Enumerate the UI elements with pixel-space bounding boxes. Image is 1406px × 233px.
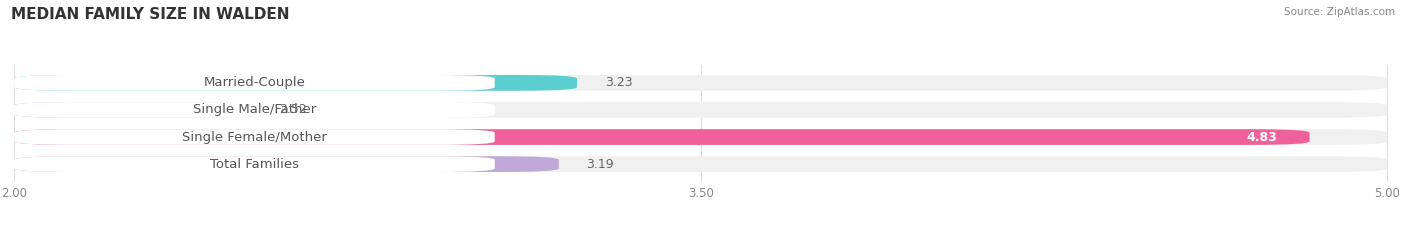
FancyBboxPatch shape	[14, 102, 1388, 118]
FancyBboxPatch shape	[14, 102, 495, 118]
Text: 2.52: 2.52	[280, 103, 308, 116]
FancyBboxPatch shape	[14, 129, 495, 145]
FancyBboxPatch shape	[14, 102, 252, 118]
Text: 3.23: 3.23	[605, 76, 633, 89]
FancyBboxPatch shape	[14, 129, 1388, 145]
FancyBboxPatch shape	[14, 156, 558, 172]
FancyBboxPatch shape	[14, 75, 495, 91]
FancyBboxPatch shape	[14, 156, 495, 172]
Text: Married-Couple: Married-Couple	[204, 76, 305, 89]
FancyBboxPatch shape	[14, 129, 1309, 145]
Text: Single Male/Father: Single Male/Father	[193, 103, 316, 116]
Text: Single Female/Mother: Single Female/Mother	[181, 130, 326, 144]
Text: 4.83: 4.83	[1247, 130, 1278, 144]
FancyBboxPatch shape	[14, 75, 576, 91]
FancyBboxPatch shape	[14, 156, 1388, 172]
Text: Total Families: Total Families	[209, 158, 299, 171]
Text: Source: ZipAtlas.com: Source: ZipAtlas.com	[1284, 7, 1395, 17]
Text: MEDIAN FAMILY SIZE IN WALDEN: MEDIAN FAMILY SIZE IN WALDEN	[11, 7, 290, 22]
Text: 3.19: 3.19	[586, 158, 614, 171]
FancyBboxPatch shape	[14, 75, 1388, 91]
